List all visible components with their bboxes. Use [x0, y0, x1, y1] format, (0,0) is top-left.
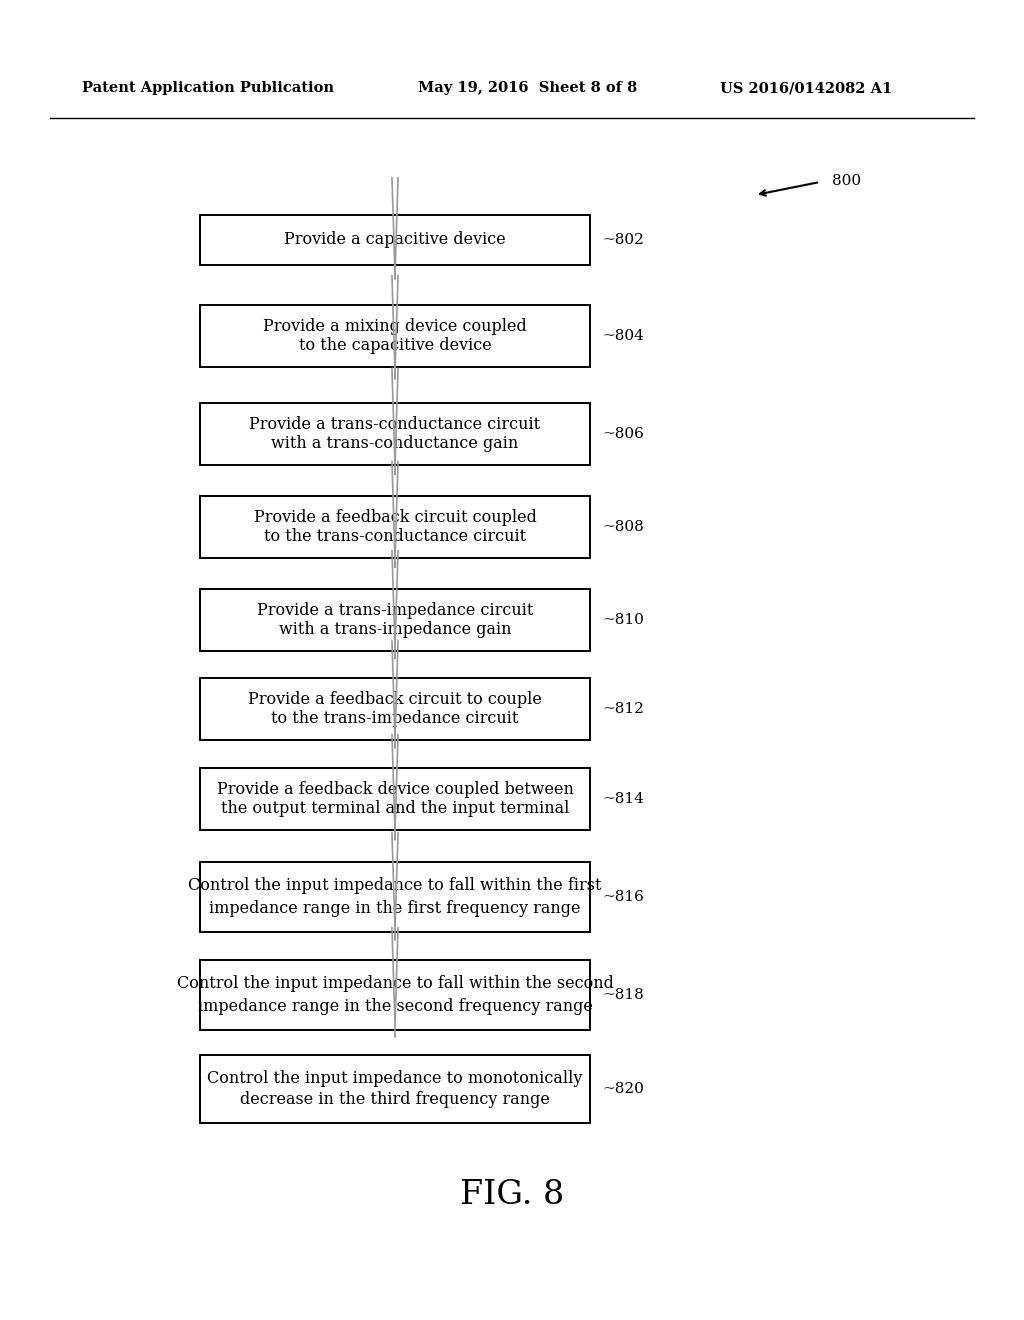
Bar	[200, 678, 590, 741]
Text: ~810: ~810	[602, 612, 644, 627]
Text: Control the input impedance to fall within the second: Control the input impedance to fall with…	[176, 975, 613, 993]
Bar	[200, 589, 590, 651]
Text: ~818: ~818	[602, 987, 644, 1002]
Text: Provide a capacitive device: Provide a capacitive device	[284, 231, 506, 248]
Bar	[200, 1055, 590, 1123]
Text: to the capacitive device: to the capacitive device	[299, 338, 492, 355]
Bar	[200, 960, 590, 1030]
Text: Provide a trans-impedance circuit: Provide a trans-impedance circuit	[257, 602, 534, 619]
Text: ~802: ~802	[602, 234, 644, 247]
Text: ~808: ~808	[602, 520, 644, 535]
Text: impedance range in the first frequency range: impedance range in the first frequency r…	[209, 900, 581, 916]
Text: Provide a feedback circuit to couple: Provide a feedback circuit to couple	[248, 690, 542, 708]
Text: ~816: ~816	[602, 890, 644, 904]
Text: ~814: ~814	[602, 792, 644, 807]
Text: ~820: ~820	[602, 1082, 644, 1096]
Text: Control the input impedance to monotonically: Control the input impedance to monotonic…	[207, 1069, 583, 1086]
Text: US 2016/0142082 A1: US 2016/0142082 A1	[720, 81, 892, 95]
Text: ~806: ~806	[602, 426, 644, 441]
Text: ~804: ~804	[602, 329, 644, 343]
Text: ~812: ~812	[602, 702, 644, 715]
Text: 800: 800	[831, 174, 861, 187]
Bar	[200, 862, 590, 932]
Text: with a trans-impedance gain: with a trans-impedance gain	[279, 622, 511, 639]
Text: Patent Application Publication: Patent Application Publication	[82, 81, 334, 95]
Text: Provide a trans-conductance circuit: Provide a trans-conductance circuit	[250, 416, 541, 433]
Text: Provide a feedback device coupled between: Provide a feedback device coupled betwee…	[216, 780, 573, 797]
Text: decrease in the third frequency range: decrease in the third frequency range	[240, 1092, 550, 1109]
Text: Provide a mixing device coupled: Provide a mixing device coupled	[263, 318, 527, 334]
Bar	[200, 768, 590, 830]
Text: to the trans-conductance circuit: to the trans-conductance circuit	[264, 528, 526, 545]
Text: Control the input impedance to fall within the first: Control the input impedance to fall with…	[188, 878, 602, 895]
Bar	[200, 496, 590, 558]
Text: FIG. 8: FIG. 8	[460, 1179, 564, 1210]
Text: with a trans-conductance gain: with a trans-conductance gain	[271, 436, 518, 453]
Text: to the trans-impedance circuit: to the trans-impedance circuit	[271, 710, 519, 727]
Bar	[200, 403, 590, 465]
Bar	[200, 215, 590, 265]
Text: Provide a feedback circuit coupled: Provide a feedback circuit coupled	[254, 508, 537, 525]
Bar	[200, 305, 590, 367]
Text: the output terminal and the input terminal: the output terminal and the input termin…	[221, 800, 569, 817]
Text: May 19, 2016  Sheet 8 of 8: May 19, 2016 Sheet 8 of 8	[418, 81, 637, 95]
Text: impedance range in the second frequency range: impedance range in the second frequency …	[198, 998, 593, 1015]
